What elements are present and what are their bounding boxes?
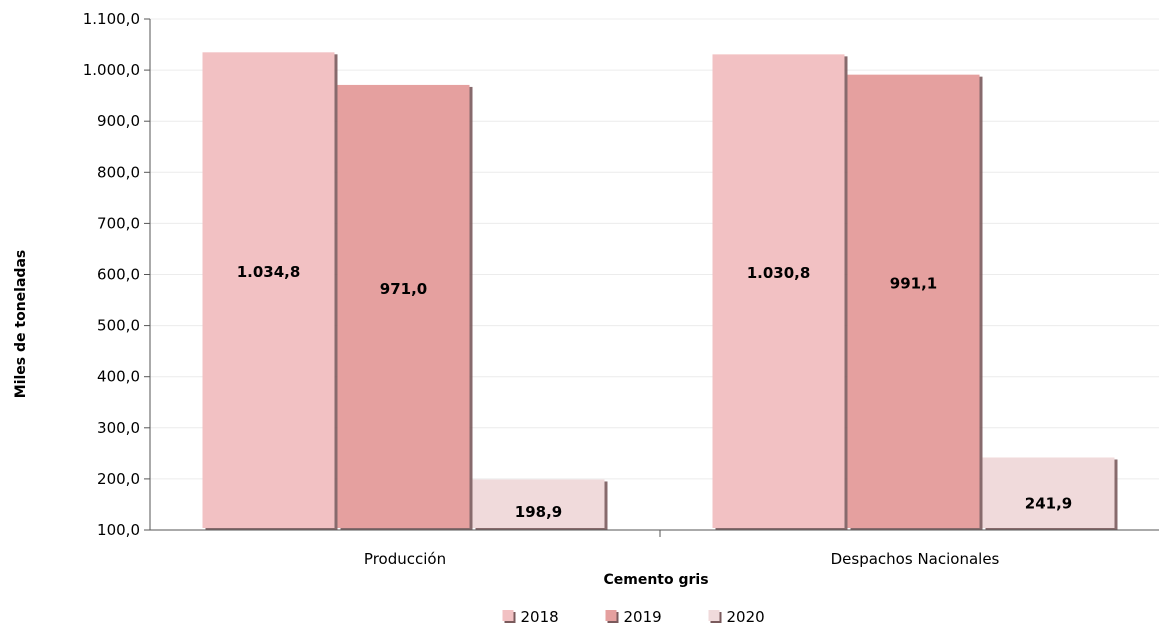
legend-swatch <box>605 610 617 621</box>
y-tick-label: 100,0 <box>97 521 140 539</box>
y-tick-label: 200,0 <box>97 470 140 488</box>
y-tick-label: 700,0 <box>97 214 140 232</box>
bar <box>982 457 1115 528</box>
legend-label: 2018 <box>521 608 559 626</box>
bar <box>202 52 335 528</box>
legend: 2018 2019 2020 <box>502 608 765 626</box>
legend-label: 2019 <box>624 608 662 626</box>
bar <box>337 84 470 528</box>
legend-swatch <box>502 610 514 621</box>
axes: 100,0 200,0 300,0 400,0 500,0 600,0 700,0 800,0… <box>83 10 1159 568</box>
y-tick-label: 300,0 <box>97 419 140 437</box>
y-tick-label: 1.100,0 <box>83 10 140 28</box>
data-labels: 1.034,8 971,0 198,9 1.030,8 991,1 241,9 <box>237 263 1073 521</box>
legend-swatch <box>708 610 720 621</box>
data-label: 991,1 <box>890 275 937 293</box>
y-tick-label: 900,0 <box>97 112 140 130</box>
data-label: 1.034,8 <box>237 263 301 281</box>
data-label: 241,9 <box>1025 494 1072 512</box>
y-tick-label: 400,0 <box>97 368 140 386</box>
y-tick-label: 1.000,0 <box>83 61 140 79</box>
y-tick-label: 800,0 <box>97 163 140 181</box>
y-tick-label: 500,0 <box>97 317 140 335</box>
bars <box>202 52 1118 531</box>
data-label: 971,0 <box>380 280 427 298</box>
bar <box>712 54 845 528</box>
x-tick-label: Producción <box>364 550 446 568</box>
y-tick-label: 600,0 <box>97 266 140 284</box>
legend-label: 2020 <box>727 608 765 626</box>
x-tick-label: Despachos Nacionales <box>831 550 1000 568</box>
data-label: 1.030,8 <box>747 264 811 282</box>
bar <box>472 479 605 528</box>
y-axis-title: Miles de toneladas <box>13 250 29 398</box>
x-axis-title: Cemento gris <box>603 572 708 588</box>
bar <box>847 74 980 529</box>
data-label: 198,9 <box>515 503 562 521</box>
